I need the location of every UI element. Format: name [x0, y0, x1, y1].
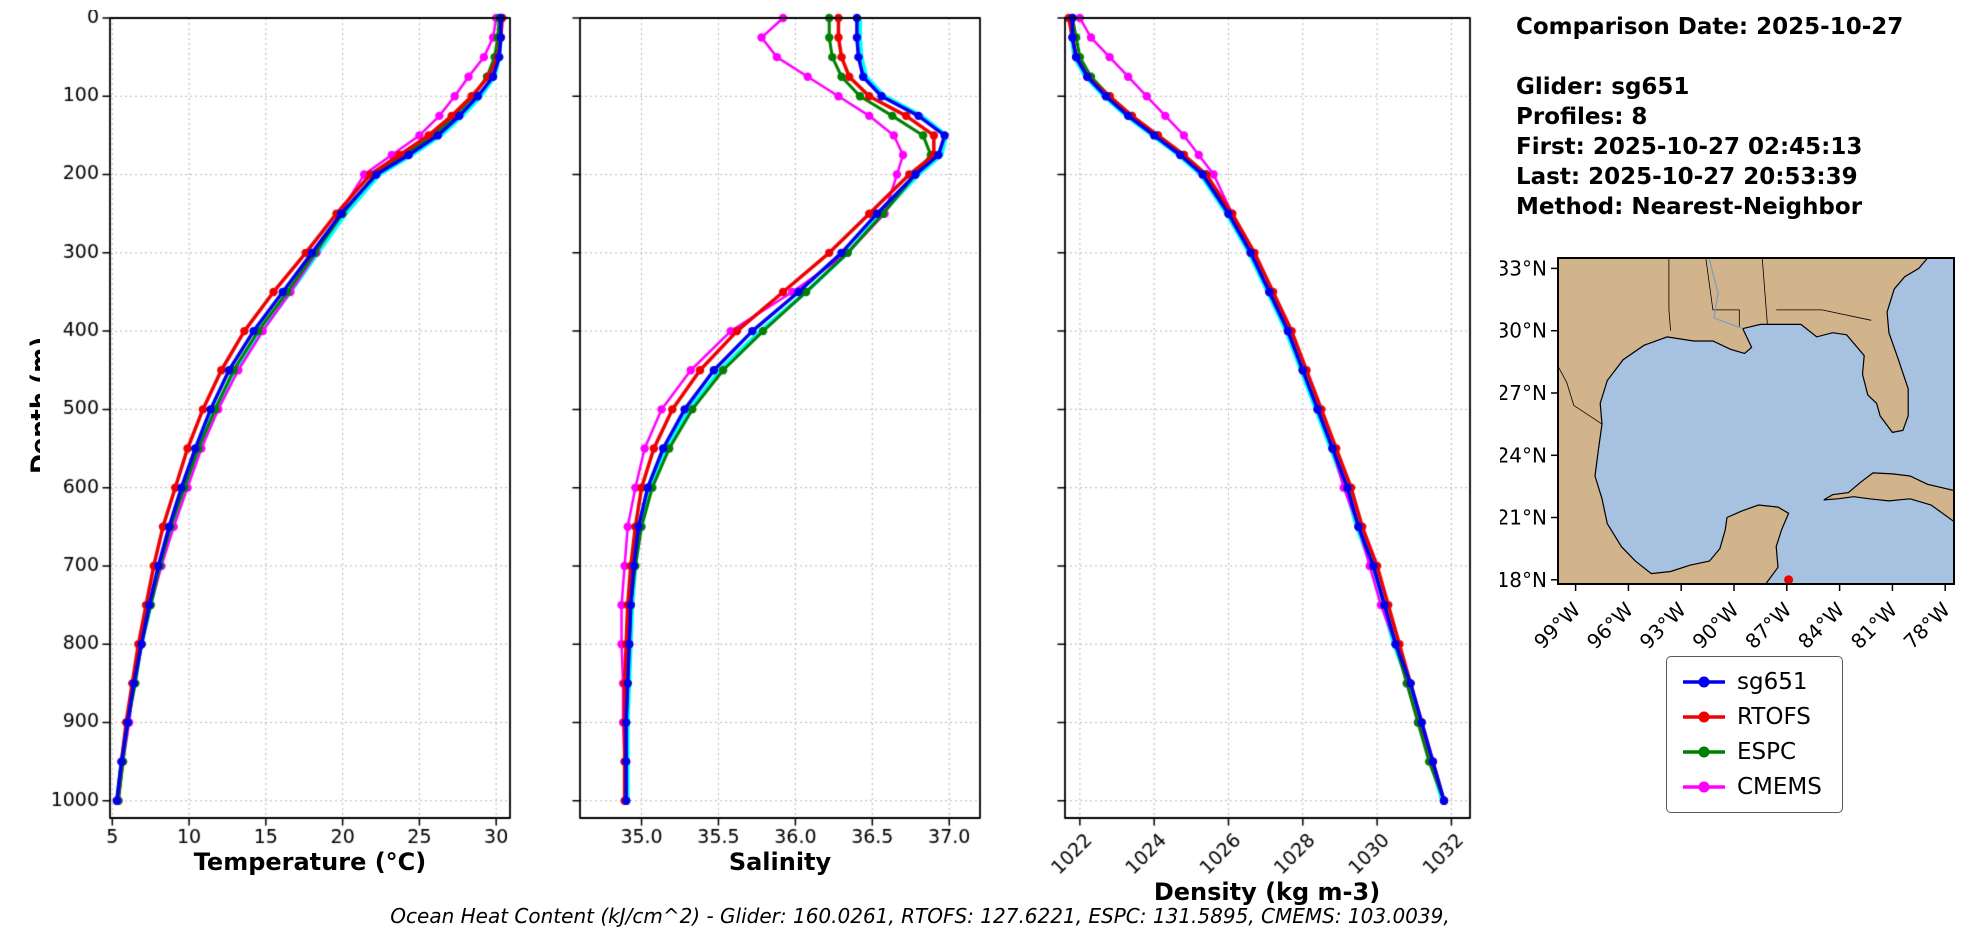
- lon-tick-label: 90°W: [1688, 597, 1744, 653]
- last-profile-time-text: Last: 2025-10-27 20:53:39: [1516, 164, 1858, 190]
- lon-tick-label: 96°W: [1582, 597, 1638, 653]
- legend-item: RTOFS: [1681, 704, 1822, 730]
- legend-item: CMEMS: [1681, 774, 1822, 800]
- lon-tick-label: 81°W: [1846, 597, 1902, 653]
- info-spacer: [1516, 42, 1903, 72]
- legend-item: sg651: [1681, 669, 1822, 695]
- map-tick-marks: [1551, 267, 1946, 591]
- cuba-polygon: [1823, 472, 1955, 523]
- density-axis-label: Density (kg m-3): [1153, 878, 1381, 906]
- lat-tick-label: 33°N: [1500, 256, 1547, 280]
- land-polygon: [1557, 257, 1929, 585]
- first-profile-time-text: First: 2025-10-27 02:45:13: [1516, 134, 1863, 160]
- river-line: [1708, 257, 1744, 330]
- lat-tick-label: 30°N: [1500, 319, 1547, 343]
- lon-tick-label: 78°W: [1899, 597, 1955, 653]
- profiles-count-text: Profiles: 8: [1516, 104, 1648, 130]
- lon-tick-label: 99°W: [1529, 597, 1585, 653]
- ocean-heat-content-text: Ocean Heat Content (kJ/cm^2) - Glider: 1…: [390, 904, 1450, 928]
- legend-marker-sg651: [1683, 676, 1725, 688]
- comparison-date-text: Comparison Date: 2025-10-27: [1516, 14, 1904, 40]
- lat-tick-label: 18°N: [1500, 568, 1547, 592]
- glider-position-marker: [1784, 575, 1794, 585]
- comparison-info-block: Comparison Date: 2025-10-27 Glider: sg65…: [1516, 12, 1903, 222]
- method-text: Method: Nearest-Neighbor: [1516, 194, 1863, 220]
- legend-marker-espc: [1683, 746, 1725, 758]
- glider-name-text: Glider: sg651: [1516, 74, 1690, 100]
- map-frame: [1557, 257, 1955, 585]
- legend-box: sg651 RTOFS ESPC CMEMS: [1666, 656, 1843, 813]
- gulf-of-mexico-map: 33°N 30°N 27°N 24°N 21°N 18°N 99°W 96°W …: [1500, 256, 1955, 654]
- lat-tick-label: 24°N: [1500, 443, 1547, 467]
- legend-item: ESPC: [1681, 739, 1822, 765]
- temperature-axis-label: Temperature (°C): [193, 848, 427, 876]
- lon-tick-label: 93°W: [1635, 597, 1691, 653]
- lon-tick-label: 87°W: [1740, 597, 1796, 653]
- legend-label: ESPC: [1737, 739, 1797, 765]
- salinity-axis-label: Salinity: [728, 848, 832, 876]
- lat-tick-label: 21°N: [1500, 506, 1547, 530]
- lat-tick-label: 27°N: [1500, 381, 1547, 405]
- density-profile-panel: [1030, 10, 1490, 890]
- legend-label: RTOFS: [1737, 704, 1811, 730]
- legend-marker-cmems: [1683, 781, 1725, 793]
- legend-marker-rtofs: [1683, 711, 1725, 723]
- legend-label: CMEMS: [1737, 774, 1822, 800]
- legend-label: sg651: [1737, 669, 1808, 695]
- lon-tick-label: 84°W: [1793, 597, 1849, 653]
- state-border-lines: [1557, 257, 1872, 425]
- temperature-profile-panel: [40, 10, 520, 870]
- salinity-profile-panel: [545, 10, 995, 870]
